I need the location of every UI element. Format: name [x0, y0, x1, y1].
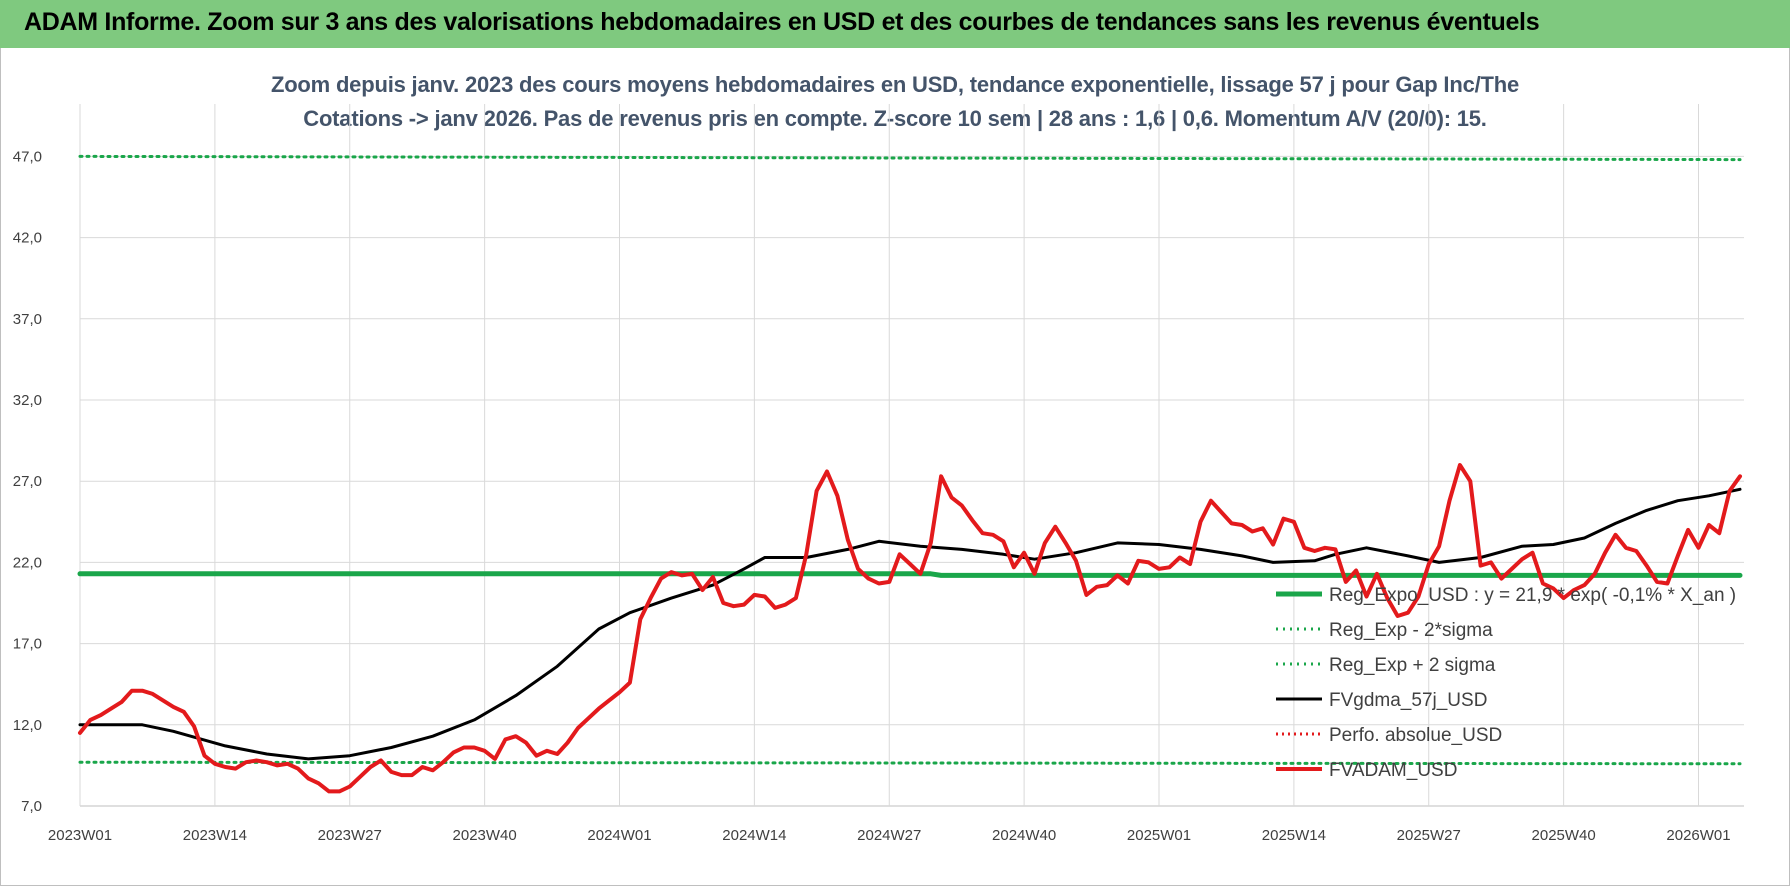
y-tick-label: 37,0	[13, 311, 42, 328]
legend-entry-0: Reg_Expo_USD : y = 21,9 * exp( -0,1% * X…	[1329, 585, 1736, 606]
x-tick-label: 2025W14	[1262, 827, 1326, 844]
legend: Reg_Expo_USD : y = 21,9 * exp( -0,1% * X…	[1276, 585, 1736, 781]
series-line-0	[77, 571, 1743, 578]
x-tick-label: 2024W14	[722, 827, 786, 844]
series-line-3	[78, 487, 1742, 761]
legend-entry-1: Reg_Exp - 2*sigma	[1329, 620, 1493, 641]
header-banner: ADAM Informe. Zoom sur 3 ans des valoris…	[0, 0, 1790, 48]
x-tick-label: 2024W40	[992, 827, 1056, 844]
chart-title-line-2: Cotations -> janv 2026. Pas de revenus p…	[303, 106, 1487, 131]
x-tick-label: 2023W01	[48, 827, 112, 844]
y-tick-label: 12,0	[13, 717, 42, 734]
y-tick-label: 17,0	[13, 636, 42, 653]
series-line-1	[78, 760, 1742, 766]
x-tick-label: 2024W27	[857, 827, 921, 844]
legend-entry-4: Perfo. absolue_USD	[1329, 725, 1502, 746]
y-tick-label: 32,0	[13, 392, 42, 409]
legend-entry-5: FVADAM_USD	[1329, 760, 1457, 781]
x-tick-label: 2023W27	[318, 827, 382, 844]
x-tick-label: 2025W01	[1127, 827, 1191, 844]
banner-title: ADAM Informe. Zoom sur 3 ans des valoris…	[24, 8, 1540, 36]
x-tick-label: 2025W40	[1532, 827, 1596, 844]
x-tick-label: 2026W01	[1666, 827, 1730, 844]
y-axis-ticks: 7,0 12,0 17,0 22,0 27,0 32,0 37,0 42,0 47,0	[13, 148, 42, 815]
y-tick-label: 22,0	[13, 554, 42, 571]
x-tick-label: 2023W14	[183, 827, 247, 844]
y-tick-label: 7,0	[21, 798, 42, 815]
y-tick-label: 27,0	[13, 473, 42, 490]
x-axis-ticks: 2023W01 2023W14 2023W27 2023W40 2024W01 2024W…	[48, 827, 1731, 844]
x-tick-label: 2023W40	[453, 827, 517, 844]
chart-title-line-1: Zoom depuis janv. 2023 des cours moyens …	[270, 72, 1520, 97]
series-line-5	[78, 463, 1742, 794]
series-layer	[77, 154, 1743, 794]
x-tick-label: 2024W01	[587, 827, 651, 844]
y-tick-label: 47,0	[13, 148, 42, 165]
x-tick-label: 2025W27	[1397, 827, 1461, 844]
grid-layer	[79, 104, 1744, 807]
legend-entry-3: FVgdma_57j_USD	[1329, 690, 1487, 711]
y-tick-label: 42,0	[13, 230, 42, 247]
legend-entry-2: Reg_Exp + 2 sigma	[1329, 655, 1496, 676]
